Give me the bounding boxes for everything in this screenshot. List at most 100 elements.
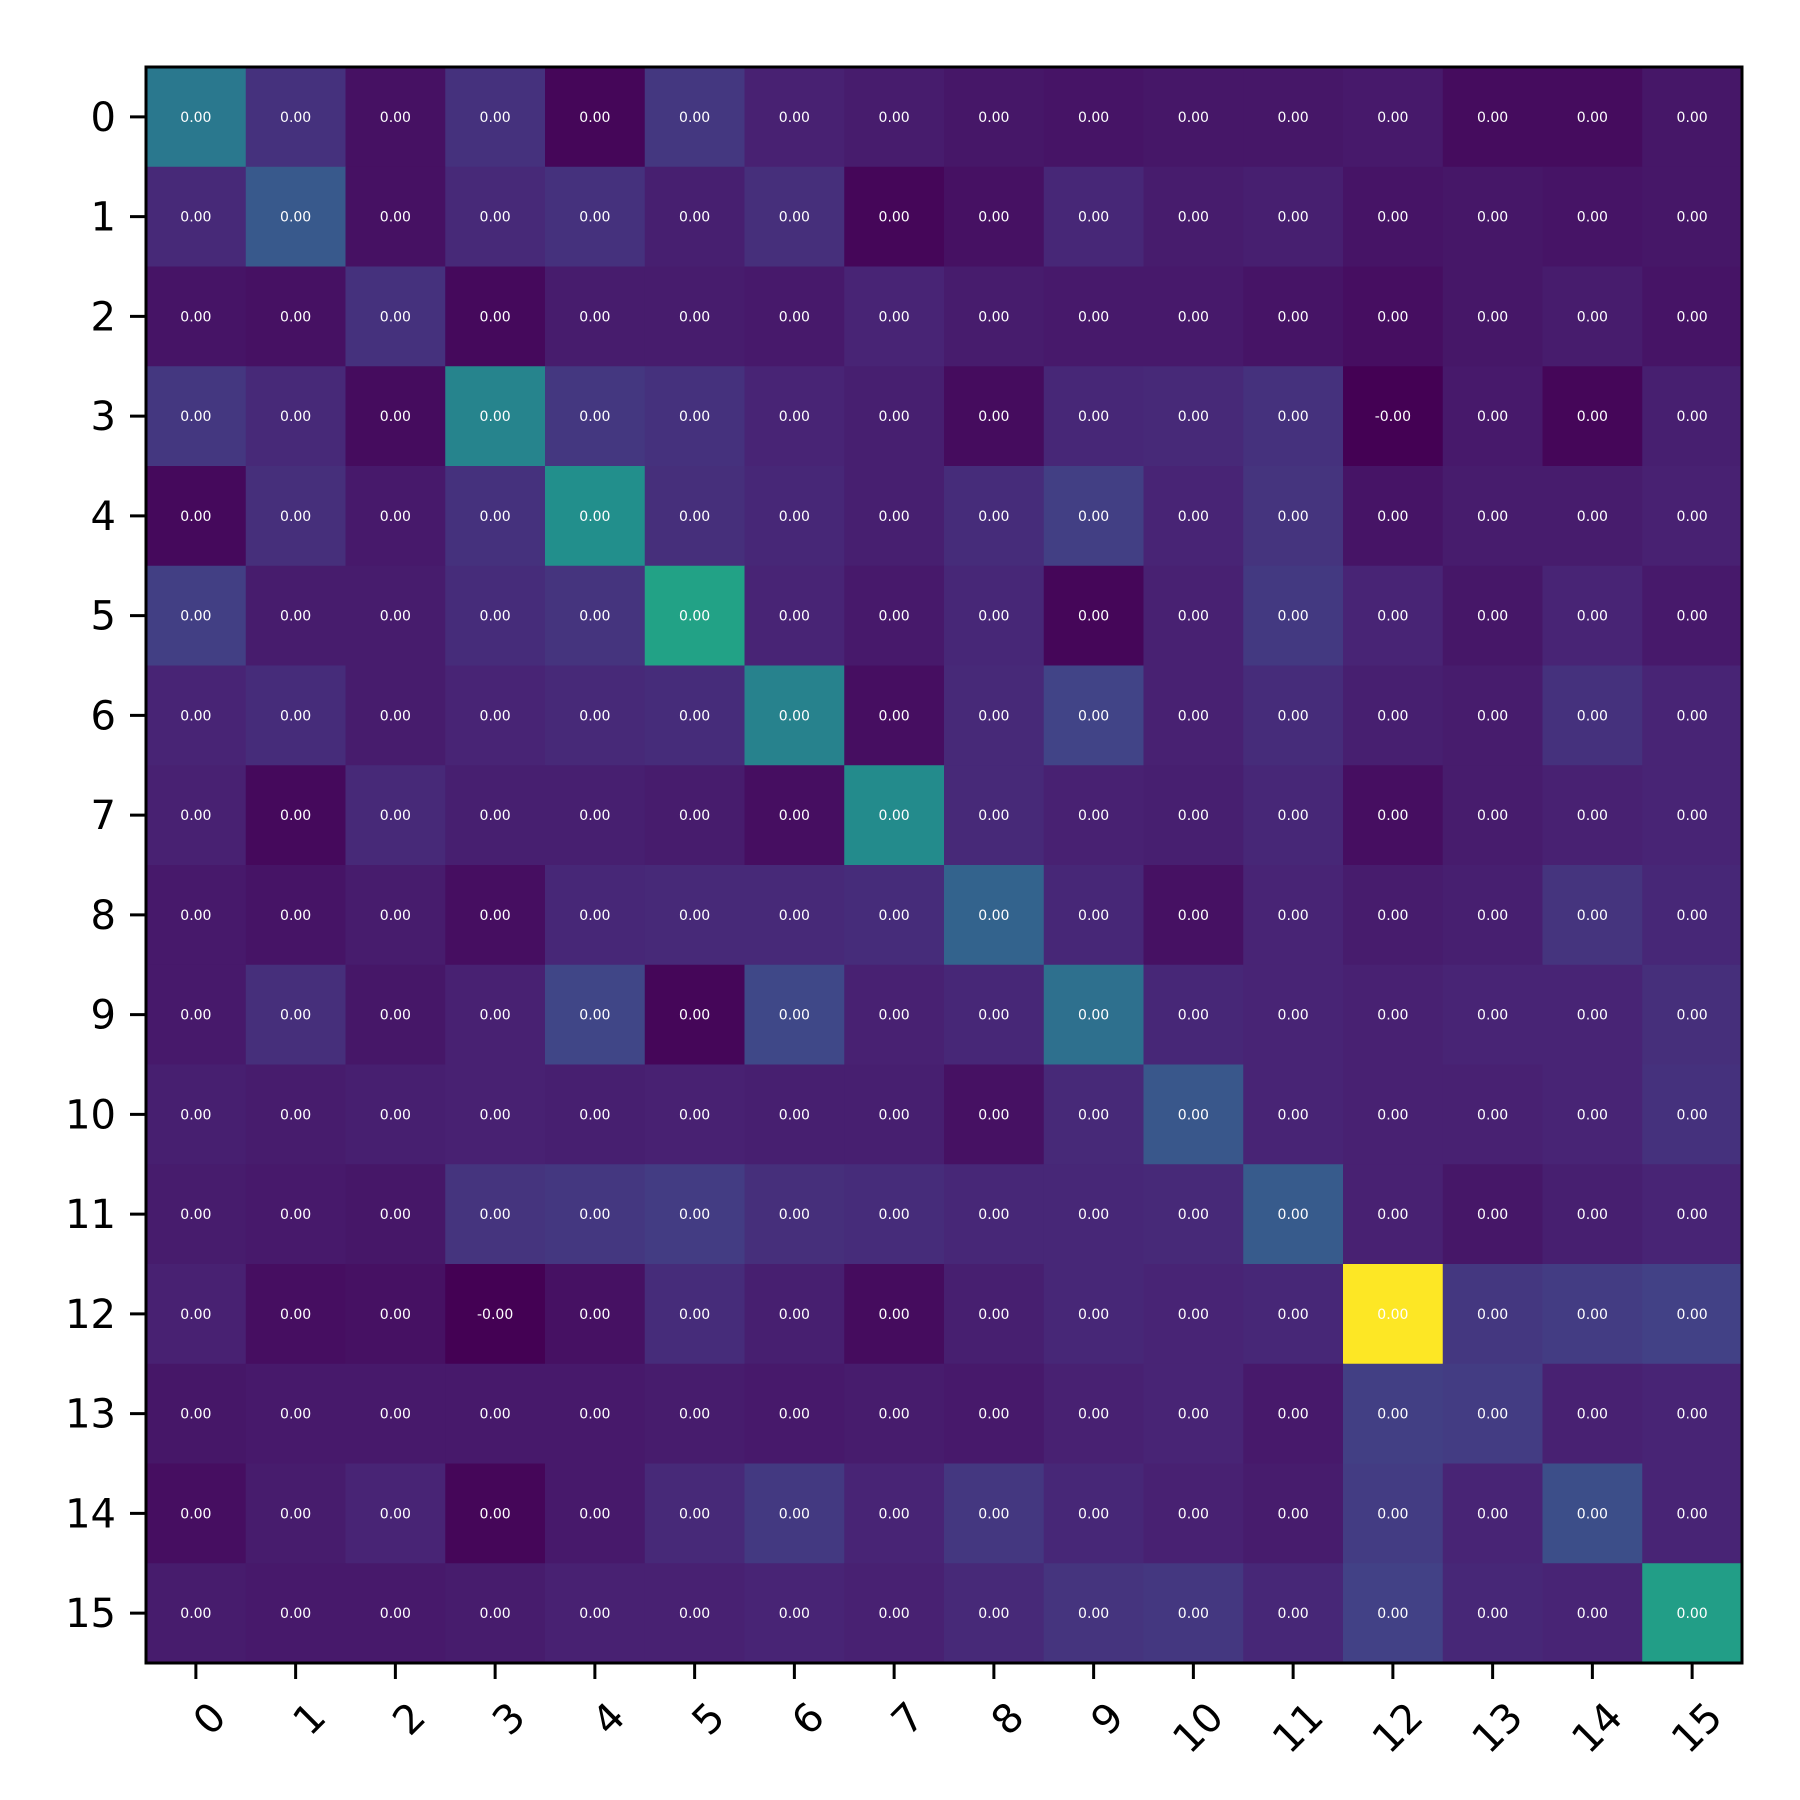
- cell-label-r11-c0: 0.00: [180, 1207, 211, 1223]
- heatmap-cell-r11-c10: [1143, 1164, 1244, 1265]
- heatmap-cell-r15-c14: [1542, 1563, 1643, 1664]
- cell-label-r9-c12: 0.00: [1377, 1008, 1408, 1024]
- heatmap-cell-r6-c4: [545, 665, 646, 766]
- y-tick-label-11: 11: [65, 1192, 116, 1238]
- y-tick-label-8: 8: [91, 893, 116, 939]
- heatmap-cell-r14-c7: [844, 1463, 945, 1564]
- heatmap-cell-r15-c0: [146, 1563, 247, 1664]
- heatmap-cell-r2-c8: [944, 266, 1045, 367]
- cell-label-r1-c10: 0.00: [1178, 210, 1209, 226]
- heatmap-cell-r4-c6: [744, 466, 845, 567]
- heatmap-cell-r4-c15: [1642, 466, 1743, 567]
- heatmap-cell-r8-c7: [844, 865, 945, 966]
- cell-label-r6-c14: 0.00: [1577, 708, 1608, 724]
- heatmap-cell-r9-c11: [1243, 964, 1344, 1066]
- heatmap-cell-r15-c5: [644, 1563, 746, 1664]
- cell-label-r2-c5: 0.00: [679, 309, 710, 325]
- x-tick-label-0: 0: [185, 1694, 236, 1745]
- cell-label-r14-c2: 0.00: [380, 1506, 411, 1522]
- cell-label-r2-c6: 0.00: [779, 309, 810, 325]
- heatmap-cell-r11-c2: [345, 1164, 446, 1265]
- heatmap-cell-r14-c13: [1442, 1463, 1544, 1564]
- heatmap-cell-r6-c8: [944, 665, 1045, 766]
- cell-label-r3-c7: 0.00: [879, 409, 910, 425]
- cell-label-r13-c7: 0.00: [879, 1407, 910, 1423]
- cell-label-r9-c9: 0.00: [1078, 1008, 1109, 1024]
- heatmap-cell-r2-c7: [844, 266, 945, 367]
- heatmap-cell-r9-c7: [844, 964, 945, 1066]
- cell-label-r8-c5: 0.00: [679, 908, 710, 924]
- cell-label-r5-c14: 0.00: [1577, 609, 1608, 625]
- cell-label-r0-c5: 0.00: [679, 110, 710, 126]
- y-tick-label-6: 6: [91, 693, 116, 739]
- heatmap-cell-r6-c12: [1343, 665, 1444, 766]
- heatmap-cell-r1-c2: [345, 166, 446, 268]
- heatmap-cell-r14-c10: [1143, 1463, 1244, 1564]
- heatmap-cell-r14-c6: [744, 1463, 845, 1564]
- cell-label-r12-c7: 0.00: [879, 1307, 910, 1323]
- heatmap-cell-r1-c4: [545, 166, 646, 268]
- heatmap-cell-r12-c9: [1043, 1264, 1145, 1365]
- cell-label-r0-c13: 0.00: [1477, 110, 1508, 126]
- heatmap-cell-r15-c7: [844, 1563, 945, 1664]
- cell-label-r11-c12: 0.00: [1377, 1207, 1408, 1223]
- heatmap-cell-r13-c15: [1642, 1363, 1743, 1465]
- heatmap-cell-r0-c3: [445, 67, 546, 168]
- heatmap-cell-r8-c11: [1243, 865, 1344, 966]
- heatmap-cell-r6-c15: [1642, 665, 1743, 766]
- cell-label-r6-c10: 0.00: [1178, 708, 1209, 724]
- x-tick-label-6: 6: [783, 1694, 834, 1745]
- cell-label-r0-c6: 0.00: [779, 110, 810, 126]
- cell-label-r0-c10: 0.00: [1178, 110, 1209, 126]
- x-tick-label-12: 12: [1364, 1694, 1433, 1763]
- heatmap-cell-r6-c0: [146, 665, 247, 766]
- heatmap-cell-r2-c2: [345, 266, 446, 367]
- cell-label-r3-c2: 0.00: [380, 409, 411, 425]
- heatmap-cell-r4-c1: [245, 466, 347, 567]
- cell-label-r14-c5: 0.00: [679, 1506, 710, 1522]
- heatmap-cell-r12-c3: [445, 1264, 546, 1365]
- heatmap-cell-r0-c8: [944, 67, 1045, 168]
- heatmap-cell-r7-c13: [1442, 765, 1544, 866]
- cell-label-r11-c2: 0.00: [380, 1207, 411, 1223]
- cell-label-r5-c6: 0.00: [779, 609, 810, 625]
- heatmap-cell-r15-c8: [944, 1563, 1045, 1664]
- heatmap-cell-r13-c11: [1243, 1363, 1344, 1465]
- heatmap-cell-r2-c15: [1642, 266, 1743, 367]
- cell-label-r7-c12: 0.00: [1377, 808, 1408, 824]
- heatmap-cell-r1-c5: [644, 166, 746, 268]
- heatmap-cell-r0-c7: [844, 67, 945, 168]
- cell-label-r2-c15: 0.00: [1677, 309, 1708, 325]
- heatmap-cell-r14-c4: [545, 1463, 646, 1564]
- cell-label-r0-c4: 0.00: [579, 110, 610, 126]
- heatmap-cell-r11-c4: [545, 1164, 646, 1265]
- heatmap-cell-r7-c8: [944, 765, 1045, 866]
- heatmap-cell-r4-c8: [944, 466, 1045, 567]
- cell-label-r10-c6: 0.00: [779, 1107, 810, 1123]
- cell-label-r13-c11: 0.00: [1278, 1407, 1309, 1423]
- heatmap-cell-r3-c4: [545, 366, 646, 467]
- cell-label-r4-c4: 0.00: [579, 509, 610, 525]
- cell-label-r2-c10: 0.00: [1178, 309, 1209, 325]
- heatmap-cell-r6-c10: [1143, 665, 1244, 766]
- heatmap-cell-r15-c15: [1642, 1563, 1743, 1664]
- cell-label-r10-c5: 0.00: [679, 1107, 710, 1123]
- y-tick-label-5: 5: [91, 594, 116, 640]
- cell-label-r5-c9: 0.00: [1078, 609, 1109, 625]
- cell-label-r2-c12: 0.00: [1377, 309, 1408, 325]
- heatmap-cell-r9-c2: [345, 964, 446, 1066]
- heatmap-cell-r8-c6: [744, 865, 845, 966]
- heatmap-cell-r9-c6: [744, 964, 845, 1066]
- cell-label-r8-c0: 0.00: [180, 908, 211, 924]
- heatmap-cell-r11-c1: [245, 1164, 347, 1265]
- heatmap-cell-r9-c4: [545, 964, 646, 1066]
- heatmap-cell-r8-c5: [644, 865, 746, 966]
- cell-label-r10-c8: 0.00: [978, 1107, 1009, 1123]
- heatmap-cell-r1-c15: [1642, 166, 1743, 268]
- cell-label-r12-c15: 0.00: [1677, 1307, 1708, 1323]
- heatmap-cell-r5-c12: [1343, 565, 1444, 667]
- heatmap-cell-r5-c8: [944, 565, 1045, 667]
- heatmap-cell-r13-c13: [1442, 1363, 1544, 1465]
- heatmap-cell-r14-c1: [245, 1463, 347, 1564]
- heatmap-cell-r7-c1: [245, 765, 347, 866]
